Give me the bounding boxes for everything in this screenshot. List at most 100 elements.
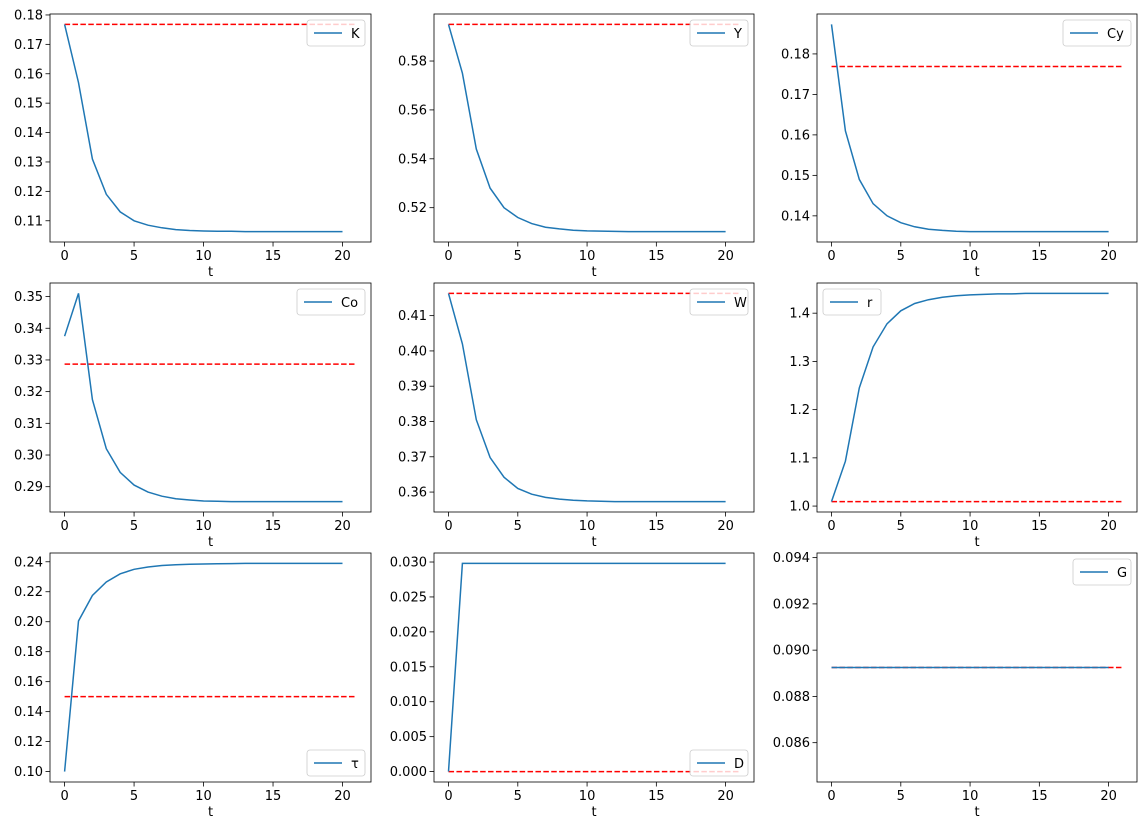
y-tick-label: 0.33 (14, 353, 43, 368)
y-tick-label: 0.38 (398, 415, 427, 430)
x-tick-label: 20 (334, 249, 351, 264)
y-tick-label: 0.10 (14, 765, 43, 780)
x-axis-label: t (208, 265, 213, 280)
legend: W (689, 288, 749, 316)
axes-frame (49, 13, 372, 243)
x-tick-label: 20 (334, 789, 351, 804)
x-tick-label: 20 (1100, 789, 1117, 804)
subplot-D: 0 5 10 15 20 0.000 0.005 0.010 0.015 0.020 0.025 0.… (390, 552, 755, 820)
x-tick-label: 15 (265, 249, 282, 264)
y-tick-label: 0.30 (14, 449, 43, 464)
y-tick-label: 1.1 (789, 451, 810, 466)
legend: G (1072, 558, 1132, 586)
x-tick-label: 20 (1100, 519, 1117, 534)
y-tick-label: 1.2 (789, 403, 810, 418)
legend-label: Co (341, 296, 358, 311)
x-tick-label: 5 (130, 249, 138, 264)
x-axis-label: t (974, 265, 979, 280)
series-line-K (63, 24, 343, 233)
y-tick-label: 0.090 (773, 644, 810, 659)
x-tick-label: 5 (897, 249, 905, 264)
x-axis-label: t (591, 535, 596, 550)
y-tick-label: 0.20 (14, 615, 43, 630)
axes-frame (816, 552, 1138, 783)
y-tick-label: 0.16 (14, 675, 43, 690)
subplot-K: 0 5 10 15 20 0.11 0.12 0.13 0.14 0.15 0.16 0.17 0.18… (14, 8, 372, 280)
x-axis-label: t (591, 265, 596, 280)
x-tick-label: 0 (827, 789, 835, 804)
y-tick-label: 0.58 (398, 55, 427, 70)
x-tick-label: 5 (514, 249, 522, 264)
axes-frame (433, 552, 755, 783)
y-tick-label: 0.17 (781, 88, 810, 103)
y-tick-label: 0.15 (781, 169, 810, 184)
subplot-Cy: 0 5 10 15 20 0.14 0.15 0.16 0.17 0.18 t Cy (781, 13, 1138, 280)
x-tick-label: 0 (444, 789, 452, 804)
axes-frame (49, 282, 372, 513)
x-tick-label: 15 (648, 249, 665, 264)
y-tick-label: 0.36 (398, 486, 427, 501)
x-tick-label: 15 (1031, 249, 1048, 264)
x-tick-label: 0 (60, 249, 68, 264)
y-tick-label: 0.56 (398, 103, 427, 118)
x-tick-label: 10 (579, 789, 596, 804)
y-tick-label: 0.35 (14, 290, 43, 305)
x-tick-label: 0 (60, 789, 68, 804)
y-tick-label: 0.13 (14, 155, 43, 170)
subplot-Co: 0 5 10 15 20 0.29 0.30 0.31 0.32 0.33 0.34 0.35 t Co (14, 282, 372, 550)
x-tick-label: 0 (60, 519, 68, 534)
x-tick-label: 10 (962, 519, 979, 534)
x-axis-label: t (591, 805, 596, 820)
legend-label: τ (351, 757, 359, 772)
x-axis-label: t (208, 805, 213, 820)
legend: τ (306, 749, 366, 777)
y-tick-label: 0.15 (14, 97, 43, 112)
subplot-Y: 0 5 10 15 20 0.52 0.54 0.56 0.58 t Y (398, 13, 755, 280)
x-tick-label: 20 (717, 249, 734, 264)
y-tick-label: 0.025 (390, 590, 427, 605)
y-tick-label: 0.12 (14, 735, 43, 750)
x-tick-label: 20 (334, 519, 351, 534)
x-tick-label: 10 (579, 249, 596, 264)
y-tick-label: 0.39 (398, 380, 427, 395)
x-axis-label: t (974, 535, 979, 550)
legend-label: r (867, 296, 873, 311)
subplot-W: 0 5 10 15 20 0.36 0.37 0.38 0.39 0.40 0.41 t W (398, 282, 755, 550)
axes-frame (816, 282, 1138, 513)
legend-label: G (1117, 566, 1127, 581)
x-tick-label: 15 (265, 519, 282, 534)
x-tick-label: 10 (579, 519, 596, 534)
x-tick-label: 15 (1031, 519, 1048, 534)
x-tick-label: 5 (897, 789, 905, 804)
y-tick-label: 0.34 (14, 322, 43, 337)
x-tick-label: 0 (444, 519, 452, 534)
x-axis-label: t (208, 535, 213, 550)
y-tick-label: 0.41 (398, 309, 427, 324)
legend-label: K (351, 27, 360, 42)
y-tick-label: 0.18 (781, 47, 810, 62)
y-tick-label: 1.4 (789, 307, 810, 322)
legend-label: W (734, 296, 747, 311)
y-tick-label: 0.015 (390, 660, 427, 675)
series-line-D (447, 562, 726, 772)
y-tick-label: 0.29 (14, 480, 43, 495)
x-tick-label: 5 (514, 519, 522, 534)
y-tick-label: 0.37 (398, 450, 427, 465)
series-line-τ (63, 562, 343, 772)
x-tick-label: 0 (827, 519, 835, 534)
y-tick-label: 0.31 (14, 417, 43, 432)
axes-frame (433, 282, 755, 513)
x-tick-label: 15 (1031, 789, 1048, 804)
legend-label: D (734, 757, 744, 772)
subplot-r: 0 5 10 15 20 1.0 1.1 1.2 1.3 1.4 t r (789, 282, 1138, 550)
y-tick-label: 0.088 (773, 690, 810, 705)
y-tick-label: 0.094 (773, 551, 810, 566)
x-tick-label: 15 (265, 789, 282, 804)
y-tick-label: 0.020 (390, 625, 427, 640)
legend: Cy (1062, 19, 1132, 47)
x-tick-label: 20 (1100, 249, 1117, 264)
legend: r (822, 288, 882, 316)
x-tick-label: 0 (444, 249, 452, 264)
x-tick-label: 20 (717, 519, 734, 534)
